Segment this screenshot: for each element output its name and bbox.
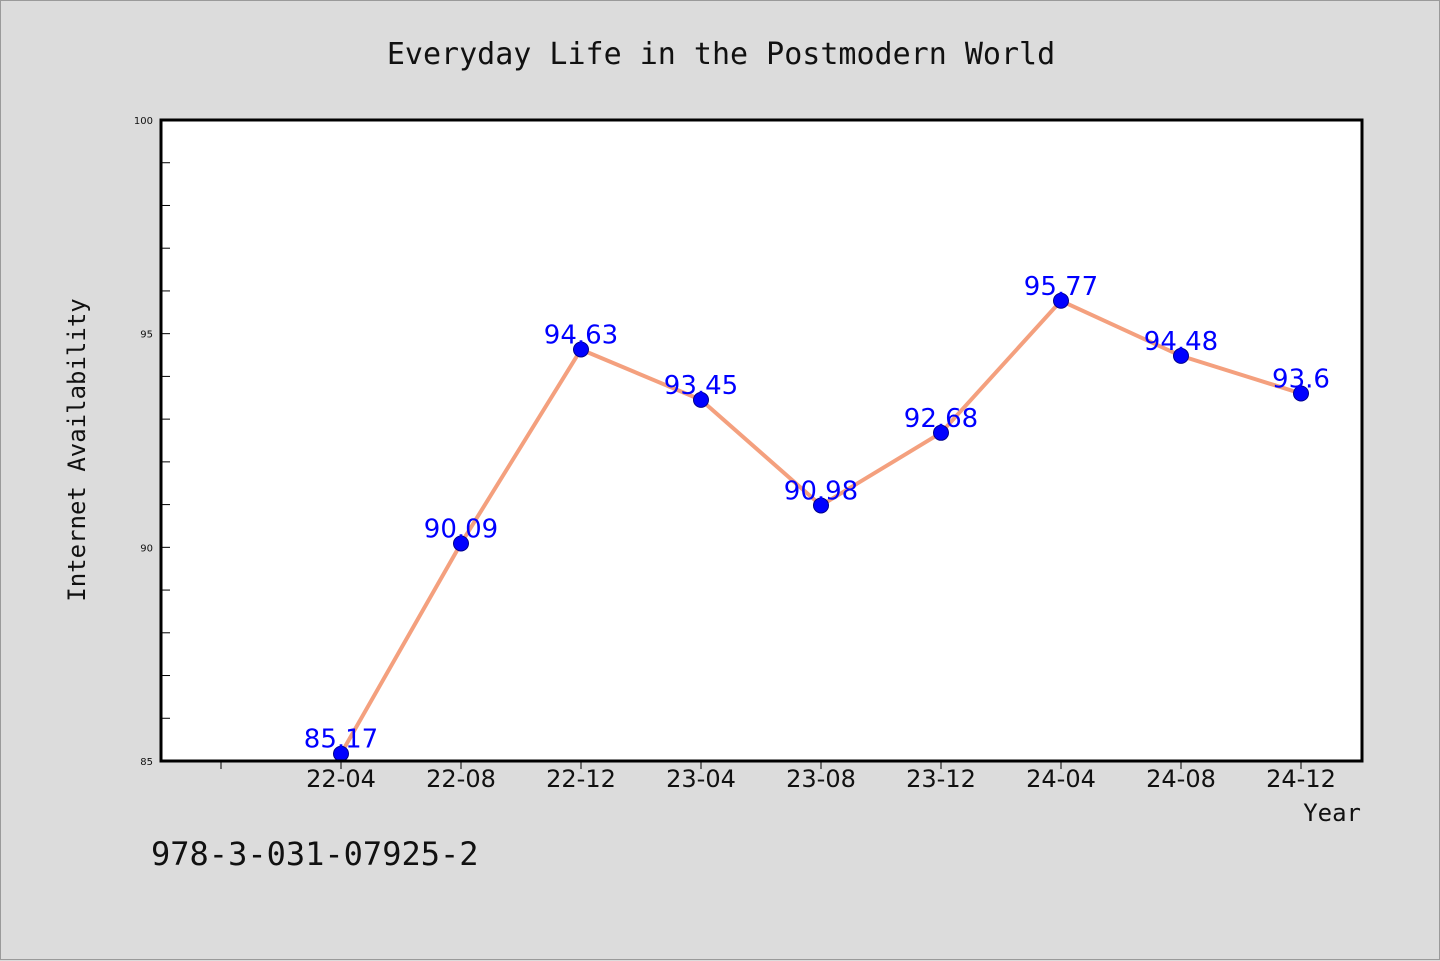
series-group: 85.17 90.09 94.63 93.45 90.98 92.68 95.77 94.48… bbox=[304, 272, 1330, 762]
isbn-footnote: 978-3-031-07925-2 bbox=[151, 835, 479, 873]
y-tick-label: 100 bbox=[134, 116, 153, 127]
data-label: 94.48 bbox=[1144, 327, 1218, 357]
x-tick-label: 23-08 bbox=[786, 765, 856, 793]
data-label: 90.98 bbox=[784, 476, 858, 506]
y-axis-label: Internet Availability bbox=[63, 298, 91, 601]
data-point bbox=[693, 391, 709, 408]
x-tick-label: 23-12 bbox=[906, 765, 976, 793]
x-tick-label: 24-12 bbox=[1266, 765, 1336, 793]
plot-frame bbox=[159, 118, 1364, 763]
data-label: 93.45 bbox=[664, 371, 738, 401]
data-point bbox=[933, 424, 949, 441]
x-tick-label: 22-12 bbox=[546, 765, 616, 793]
x-axis-label: Year bbox=[1303, 799, 1361, 827]
x-tick-label: 24-04 bbox=[1026, 765, 1096, 793]
data-label: 92.68 bbox=[904, 404, 978, 434]
data-point bbox=[453, 535, 469, 552]
plot-area bbox=[161, 120, 1362, 761]
data-label: 90.09 bbox=[424, 514, 498, 544]
y-tick-label: 90 bbox=[140, 543, 153, 554]
x-tick-label: 23-04 bbox=[666, 765, 736, 793]
y-tick-label: 95 bbox=[140, 330, 153, 341]
x-tick-label: 22-04 bbox=[306, 765, 376, 793]
x-tick-label: 22-08 bbox=[426, 765, 496, 793]
data-point bbox=[573, 341, 589, 358]
y-tick-label: 85 bbox=[140, 757, 153, 768]
data-label: 95.77 bbox=[1024, 272, 1098, 302]
data-point bbox=[1053, 292, 1069, 309]
data-label: 94.63 bbox=[544, 320, 618, 350]
x-tick-label: 24-08 bbox=[1146, 765, 1216, 793]
data-label: 93.6 bbox=[1272, 364, 1330, 394]
data-point bbox=[1293, 385, 1309, 402]
data-point bbox=[813, 497, 829, 514]
axis-ticks: 85 90 95 100 22-04 22-08 22-12 23-04 23-08 23-12 2… bbox=[134, 116, 1336, 793]
chart-title: Everyday Life in the Postmodern World bbox=[387, 37, 1055, 72]
data-label: 85.17 bbox=[304, 725, 378, 755]
data-point bbox=[1173, 347, 1189, 364]
